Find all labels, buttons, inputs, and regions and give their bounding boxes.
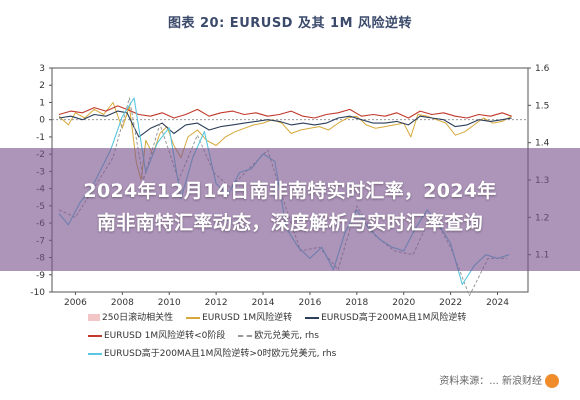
x-tick-label: 2018 [345,298,368,308]
y-left-tick-label: -9 [36,271,45,281]
legend-swatch [88,314,100,321]
legend-item: 欧元兑美元, rhs [238,328,319,341]
legend-item: EURUSD高于200MA且1M风险逆转>0时欧元兑美元, rhs [88,346,336,359]
x-tick-label: 2008 [111,298,134,308]
legend-label: 欧元兑美元, rhs [254,331,319,341]
x-tick-label: 2022 [439,298,462,308]
x-tick-label: 2014 [252,298,275,308]
y-right-tick-label: 1.5 [535,101,549,111]
y-left-tick-label: 1 [39,98,45,108]
legend-swatch [88,334,102,337]
legend-label: 250日滚动相关性 [102,313,174,323]
x-tick-label: 2012 [205,298,228,308]
series-line [58,110,512,138]
x-tick-label: 2006 [64,298,87,308]
y-left-tick-label: 2 [39,81,45,91]
y-left-tick-label: -10 [30,288,45,298]
y-right-tick-label: 1.6 [535,64,550,74]
headline-line-2: 南非南特汇率动态，深度解析与实时汇率查询 [96,212,483,234]
x-tick-label: 2016 [298,298,321,308]
sina-logo-icon [545,374,559,388]
chart-title: 图表 20: EURUSD 及其 1M 风险逆转 [167,16,413,31]
watermark-text: 资料来源：... 新浪财经 [439,376,542,387]
y-right-tick-label: 1.4 [535,139,550,149]
headline-line-1: 2024年12月14日南非南特实时汇率，2024年 [83,180,497,202]
legend-row-1: 250日滚动相关性 EURUSD 1M风险逆转 EURUSD高于200MA且1M… [88,310,476,323]
legend-swatch [186,316,201,319]
legend-item: EURUSD高于200MA且1M风险逆转 [305,310,466,323]
legend-item: EURUSD 1M风险逆转<0阶段 [88,328,225,341]
legend-row-2: EURUSD 1M风险逆转<0阶段 欧元兑美元, rhs [88,328,329,341]
legend-item: 250日滚动相关性 [88,310,173,323]
headline-overlay [0,148,580,271]
y-left-tick-label: 3 [39,64,45,74]
source-watermark: 资料来源：... 新浪财经 [439,372,562,388]
legend-item: EURUSD 1M风险逆转 [186,310,292,323]
legend-swatch [305,316,320,319]
legend-swatch [88,352,102,355]
legend-label: EURUSD 1M风险逆转<0阶段 [104,331,226,341]
y-left-tick-label: 0 [39,116,45,126]
series-line [58,105,512,119]
legend-label: EURUSD 1M风险逆转 [202,313,293,323]
y-left-tick-label: -1 [36,133,45,143]
x-tick-label: 2024 [486,298,509,308]
legend-row-3: EURUSD高于200MA且1M风险逆转>0时欧元兑美元, rhs [88,346,346,359]
x-tick-label: 2010 [158,298,181,308]
legend-label: EURUSD高于200MA且1M风险逆转 [321,313,467,323]
legend-label: EURUSD高于200MA且1M风险逆转>0时欧元兑美元, rhs [104,349,337,359]
legend-swatch [238,334,253,337]
x-tick-label: 2020 [392,298,415,308]
